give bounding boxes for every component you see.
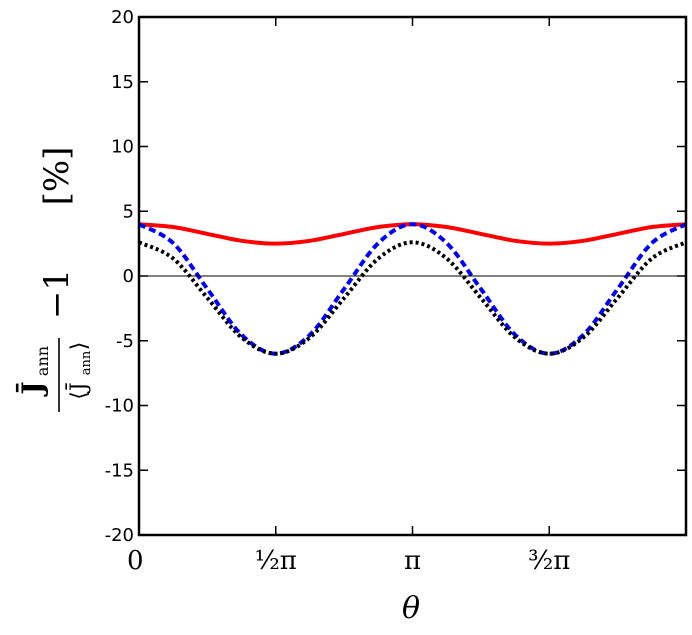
series-layer <box>138 222 687 356</box>
ytick-label: 5 <box>123 201 134 222</box>
y-axis-label: J̄ ann ⟨J̄ ann ⟩ −1 [%] <box>15 147 94 412</box>
ytick-label: 0 <box>123 266 134 287</box>
ytick-label: -5 <box>116 331 134 352</box>
ytick-label: 15 <box>111 72 134 93</box>
frame-layer <box>137 15 688 537</box>
ylabel-unit: [%] <box>37 147 77 206</box>
ytick-label: -15 <box>105 460 134 481</box>
xtick-label: π <box>404 546 421 576</box>
ylabel-numerator-subscript: ann <box>33 346 52 376</box>
ylabel-denominator: ⟨J̄ <box>65 382 92 399</box>
series-line-3 <box>138 240 687 356</box>
series-line-2 <box>138 222 687 356</box>
xtick-label: ³⁄₂π <box>528 546 570 576</box>
ytick-layer: 20 15 10 5 0 -5 -10 -15 -20 <box>105 7 686 546</box>
ytick-label: 20 <box>111 7 134 28</box>
xtick-label: ½π <box>255 546 297 576</box>
ylabel-denominator-close: ⟩ <box>67 342 92 351</box>
x-axis-label: θ <box>402 591 420 626</box>
ylabel-denominator-subscript: ann <box>79 350 94 375</box>
ylabel-minus-one: −1 <box>37 269 77 319</box>
ytick-label: 10 <box>111 137 134 158</box>
ytick-label: -10 <box>105 396 134 417</box>
ytick-label: -20 <box>105 525 134 546</box>
xtick-label: 0 <box>127 546 144 576</box>
ylabel-numerator: J̄ <box>15 381 49 397</box>
xtick-layer: 0 ½π π ³⁄₂π <box>127 17 570 576</box>
